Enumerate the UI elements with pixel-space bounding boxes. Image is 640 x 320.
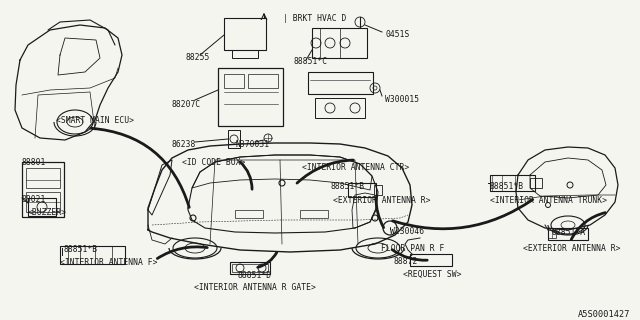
Bar [26, 192, 60, 212]
Bar [224, 74, 244, 88]
Bar [530, 178, 542, 188]
Text: <INTERIOR ANTENNA CTR>: <INTERIOR ANTENNA CTR> [302, 163, 410, 172]
Text: 88872: 88872 [393, 257, 417, 266]
Text: 88851*B: 88851*B [331, 182, 365, 191]
Text: <REQUEST SW>: <REQUEST SW> [403, 270, 461, 279]
Bar [308, 72, 373, 94]
Bar [60, 246, 125, 264]
Text: 86238: 86238 [172, 140, 196, 149]
Text: W300015: W300015 [385, 95, 419, 104]
Text: 88851*B: 88851*B [490, 182, 524, 191]
Text: 88851*C: 88851*C [294, 57, 328, 66]
Text: <BUZZER>: <BUZZER> [28, 208, 67, 217]
Bar [348, 183, 376, 197]
Bar [548, 230, 556, 238]
Text: <EXTERIOR ANTENNA R>: <EXTERIOR ANTENNA R> [524, 244, 621, 253]
Bar [230, 262, 270, 274]
Bar [374, 185, 382, 195]
Bar [22, 162, 64, 217]
Text: <INTERIOR ANTENNA F>: <INTERIOR ANTENNA F> [60, 258, 157, 267]
Text: <EXTERIOR ANTENNA R>: <EXTERIOR ANTENNA R> [333, 196, 431, 205]
Text: <ID CODE BOX>: <ID CODE BOX> [182, 158, 246, 167]
Bar [490, 175, 535, 191]
Bar [232, 264, 268, 272]
Bar [224, 18, 266, 50]
Text: 0451S: 0451S [385, 30, 410, 39]
Text: 88851*A: 88851*A [552, 228, 586, 237]
Bar [300, 210, 328, 218]
Text: A5S0001427: A5S0001427 [577, 310, 630, 319]
Bar [232, 50, 258, 58]
Text: | BRKT HVAC D: | BRKT HVAC D [283, 14, 346, 23]
Text: <INTERIOR ANTENNA TRUNK>: <INTERIOR ANTENNA TRUNK> [490, 196, 607, 205]
Bar [218, 68, 283, 126]
Bar [235, 210, 263, 218]
Bar [28, 198, 56, 216]
Bar [228, 130, 240, 148]
Text: FLOOR PAN R F: FLOOR PAN R F [381, 244, 445, 253]
Text: <SMART MAIN ECU>: <SMART MAIN ECU> [56, 116, 134, 125]
Bar [312, 28, 367, 58]
Bar [248, 74, 278, 88]
Bar [548, 228, 588, 240]
Bar [410, 254, 452, 266]
Text: W230046: W230046 [390, 227, 424, 236]
Text: N370031: N370031 [235, 140, 269, 149]
Text: 88851*D: 88851*D [238, 271, 272, 280]
Text: 88255: 88255 [186, 53, 211, 62]
Bar [315, 98, 365, 118]
Text: 88021: 88021 [22, 195, 46, 204]
Text: 88207C: 88207C [172, 100, 201, 109]
Text: <INTERIOR ANTENNA R GATE>: <INTERIOR ANTENNA R GATE> [194, 283, 316, 292]
Text: 88851*B: 88851*B [64, 245, 98, 254]
Bar [26, 168, 60, 188]
Text: 88801: 88801 [22, 158, 46, 167]
